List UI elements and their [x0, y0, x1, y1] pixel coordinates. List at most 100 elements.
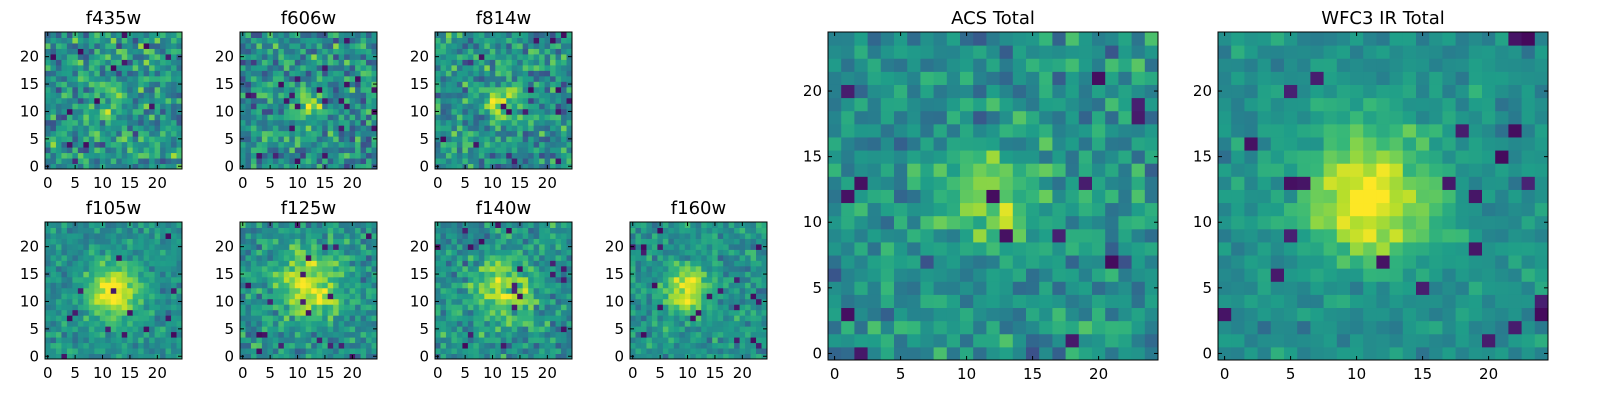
heatmap-cell [116, 130, 123, 137]
heatmap-cell [176, 130, 183, 137]
heatmap-cell [294, 298, 301, 305]
heatmap-cell [561, 59, 568, 66]
heatmap-cell [110, 287, 117, 294]
heatmap-cell [550, 152, 557, 159]
heatmap-cell [127, 238, 134, 245]
heatmap-cell [245, 108, 252, 115]
heatmap-cell [555, 108, 562, 115]
heatmap-cell [522, 97, 529, 104]
heatmap-cell [366, 114, 373, 121]
heatmap-cell [489, 37, 496, 44]
heatmap-cell [338, 265, 345, 272]
heatmap-cell [261, 260, 268, 267]
heatmap-cell [473, 92, 480, 99]
heatmap-cell [344, 48, 351, 55]
heatmap-cell [61, 108, 68, 115]
heatmap-cell [366, 75, 373, 82]
heatmap-cell [55, 348, 62, 355]
heatmap-cell [701, 326, 708, 333]
heatmap-cell [267, 320, 274, 327]
heatmap-cell [154, 326, 161, 333]
heatmap-cell [478, 238, 485, 245]
heatmap-cell [1092, 189, 1106, 204]
heatmap-cell [717, 309, 724, 316]
heatmap-cell [440, 309, 447, 316]
heatmap-cell [371, 348, 378, 355]
heatmap-cell [435, 59, 441, 66]
heatmap-cell [72, 304, 79, 311]
heatmap-cell [327, 136, 334, 143]
heatmap-cell [278, 163, 285, 170]
heatmap-cell [673, 243, 680, 250]
heatmap-cell [511, 125, 518, 132]
heatmap-cell [445, 32, 452, 38]
heatmap-cell [50, 141, 57, 148]
heatmap-cell [99, 130, 106, 137]
heatmap-cell [495, 265, 502, 272]
heatmap-cell [316, 64, 323, 71]
heatmap-cell [289, 254, 296, 261]
heatmap-cell [88, 108, 95, 115]
heatmap-cell [176, 276, 183, 283]
heatmap-cell [907, 228, 921, 243]
heatmap-cell [154, 59, 161, 66]
heatmap-cell [445, 59, 452, 66]
heatmap-cell [440, 136, 447, 143]
heatmap-cell [99, 108, 106, 115]
heatmap-cell [94, 108, 101, 115]
heatmap-cell [327, 232, 334, 239]
heatmap-cell [946, 281, 961, 295]
heatmap-cell [294, 130, 301, 137]
heatmap-cell [149, 64, 156, 71]
heatmap-cell [311, 103, 318, 110]
heatmap-cell [61, 32, 68, 38]
heatmap-cell [630, 265, 636, 272]
heatmap-cell [550, 97, 557, 104]
heatmap-cell [854, 228, 869, 243]
heatmap-cell [630, 348, 636, 355]
heatmap-cell [55, 337, 62, 344]
heatmap-cell [294, 249, 301, 256]
x-tick-label: 0 [238, 364, 248, 382]
heatmap-cell [360, 108, 367, 115]
heatmap-cell [484, 114, 491, 121]
heatmap-cell [116, 163, 123, 170]
heatmap-cell [828, 281, 842, 295]
heatmap-cell [657, 348, 664, 355]
heatmap-cell [160, 152, 167, 159]
heatmap-cell [635, 337, 642, 344]
heatmap-cell [300, 37, 307, 44]
heatmap-cell [305, 152, 312, 159]
heatmap-cell [451, 108, 458, 115]
heatmap-cell [695, 271, 702, 278]
heatmap-cell [327, 75, 334, 82]
heatmap-cell [456, 141, 463, 148]
x-tick-label: 15 [510, 174, 529, 192]
heatmap-cell [154, 238, 161, 245]
heatmap-cell [712, 342, 719, 349]
heatmap-cell [305, 37, 312, 44]
heatmap-cell [495, 152, 502, 159]
heatmap-cell [305, 53, 312, 60]
heatmap-cell [311, 130, 318, 137]
heatmap-cell [50, 147, 57, 154]
heatmap-cell [300, 260, 307, 267]
heatmap-cell [278, 119, 285, 126]
heatmap-cell [500, 75, 507, 82]
heatmap-cell [473, 254, 480, 261]
heatmap-cell [690, 331, 697, 338]
heatmap-cell [1144, 268, 1159, 282]
heatmap-cell [528, 81, 535, 88]
heatmap-cell [333, 75, 340, 82]
heatmap-cell [300, 298, 307, 305]
heatmap-cell [272, 271, 279, 278]
heatmap-cell [110, 304, 117, 311]
heatmap-cell [511, 222, 518, 228]
heatmap-cell [489, 309, 496, 316]
heatmap-cell [338, 304, 345, 311]
heatmap-cell [478, 92, 485, 99]
heatmap-cell [338, 238, 345, 245]
heatmap-cell [750, 309, 757, 316]
heatmap-cell [154, 254, 161, 261]
heatmap-cell [522, 326, 529, 333]
